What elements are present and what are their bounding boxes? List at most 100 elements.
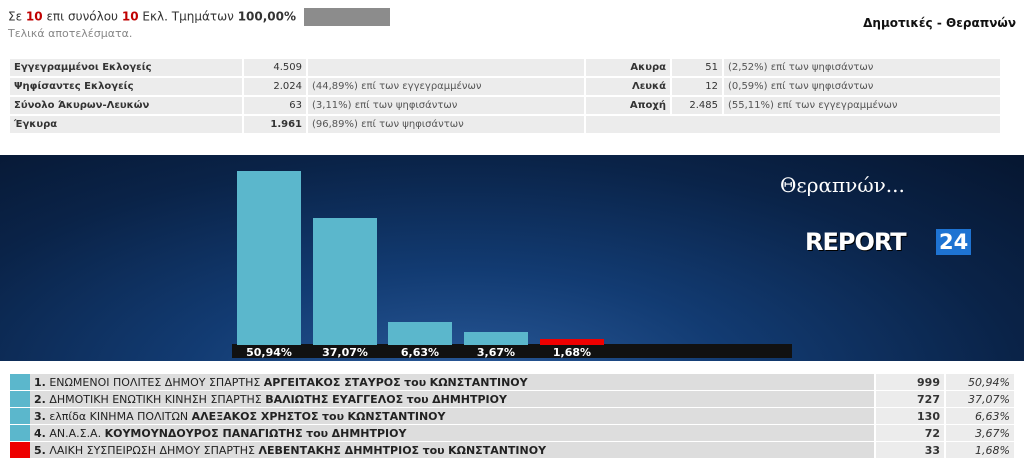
party-color-swatch [10,425,30,441]
stat-empty [586,116,1000,133]
party-name: ΔΗΜΟΤΙΚΗ ΕΝΩΤΙΚΗ ΚΙΝΗΣΗ ΣΠΑΡΤΗΣ [49,392,262,406]
stat-desc: (96,89%) επί των ψηφισάντων [308,116,584,133]
result-row: 4. ΑΝ.Α.Σ.Α. ΚΟΥΜΟΥΝΔΟΥΡΟΣ ΠΑΝΑΓΙΩΤΗΣ το… [10,425,1014,441]
party-color-swatch [10,391,30,407]
logo-word: REPORT [805,228,907,256]
vote-percent: 6,63% [944,408,1014,424]
counted-sections: 10 [25,9,43,24]
candidate-cell: 1. ΕΝΩΜΕΝΟΙ ΠΟΛΙΤΕΣ ΔΗΜΟΥ ΣΠΑΡΤΗΣ ΑΡΓΕΙΤ… [30,374,874,390]
stat-label: Έγκυρα [10,116,242,133]
vote-percent: 37,07% [944,391,1014,407]
father-name: ΔΗΜΗΤΡΙΟΥ [331,426,407,440]
vote-count: 727 [874,391,944,407]
result-row: 1. ΕΝΩΜΕΝΟΙ ΠΟΛΙΤΕΣ ΔΗΜΟΥ ΣΠΑΡΤΗΣ ΑΡΓΕΙΤ… [10,374,1014,390]
stat-desc: (3,11%) επί των ψηφισάντων [308,97,584,114]
candidate-name: ΛΕΒΕΝΤΑΚΗΣ ΔΗΜΗΤΡΙΟΣ [258,443,420,457]
stat-label: Αποχή [586,97,670,114]
of-word: του [422,443,445,457]
progress-bar [303,8,390,26]
party-color-swatch [10,442,30,458]
candidate-cell: 5. ΛΑΙΚΗ ΣΥΣΠΕΙΡΩΣΗ ΔΗΜΟΥ ΣΠΑΡΤΗΣ ΛΕΒΕΝΤ… [30,442,874,458]
results-table: 1. ΕΝΩΜΕΝΟΙ ΠΟΛΙΤΕΣ ΔΗΜΟΥ ΣΠΑΡΤΗΣ ΑΡΓΕΙΤ… [10,373,1014,459]
logo-number: 24 [936,229,972,255]
vote-percent: 3,67% [944,425,1014,441]
rank: 2. [34,392,46,406]
candidate-name: ΑΛΕΞΑΚΟΣ ΧΡΗΣΤΟΣ [191,409,319,423]
vote-count: 72 [874,425,944,441]
rank: 1. [34,375,46,389]
bar-percent-label: 3,67% [476,346,516,359]
stats-row: Σύνολο Άκυρων-Λευκών 63 (3,11%) επί των … [10,97,1000,114]
rank: 3. [34,409,46,423]
chart-bar [313,218,377,345]
vote-percent: 1,68% [944,442,1014,458]
result-row: 5. ΛΑΙΚΗ ΣΥΣΠΕΙΡΩΣΗ ΔΗΜΟΥ ΣΠΑΡΤΗΣ ΛΕΒΕΝΤ… [10,442,1014,458]
party-name: ελπίδα ΚΙΝΗΜΑ ΠΟΛΙΤΩΝ [49,409,189,423]
stats-row: Έγκυρα 1.961 (96,89%) επί των ψηφισάντων [10,116,1000,133]
counted-percent: 100,00% [237,9,297,24]
of-word: του [306,426,329,440]
final-results-note: Τελικά αποτελέσματα. [8,27,133,40]
total-sections: 10 [121,9,139,24]
chart-bar [464,332,528,345]
of-word: του [406,392,429,406]
candidate-cell: 4. ΑΝ.Α.Σ.Α. ΚΟΥΜΟΥΝΔΟΥΡΟΣ ΠΑΝΑΓΙΩΤΗΣ το… [30,425,874,441]
status-suffix: Εκλ. Τμημάτων [142,9,234,24]
percent-strip [232,344,792,358]
bar-percent-label: 6,63% [400,346,440,359]
candidate-name: ΑΡΓΕΙΤΑΚΟΣ ΣΤΑΥΡΟΣ [263,375,401,389]
status-prefix: Σε [8,9,23,24]
stats-row: Εγγεγραμμένοι Εκλογείς 4.509 Ακυρα 51 (2… [10,59,1000,76]
stats-table: Εγγεγραμμένοι Εκλογείς 4.509 Ακυρα 51 (2… [8,57,1002,135]
stat-value: 2.485 [672,97,722,114]
bar-percent-label: 37,07% [322,346,368,359]
party-name: ΕΝΩΜΕΝΟΙ ΠΟΛΙΤΕΣ ΔΗΜΟΥ ΣΠΑΡΤΗΣ [49,375,261,389]
page-title: Δημοτικές - Θεραπνών [863,16,1016,30]
vote-count: 999 [874,374,944,390]
candidate-name: ΒΑΛΙΩΤΗΣ ΕΥΑΓΓΕΛΟΣ [265,392,404,406]
stat-desc: (2,52%) επί των ψηφισάντων [724,59,1000,76]
rank: 4. [34,426,46,440]
bar-percent-label: 50,94% [246,346,292,359]
stat-value: 63 [244,97,306,114]
father-name: ΚΩΝΣΤΑΝΤΙΝΟΥ [429,375,528,389]
party-color-swatch [10,408,30,424]
stat-value: 4.509 [244,59,306,76]
stat-label: Σύνολο Άκυρων-Λευκών [10,97,242,114]
father-name: ΚΩΝΣΤΑΝΤΙΝΟΥ [448,443,547,457]
stat-label: Ψηφίσαντες Εκλογείς [10,78,242,95]
counting-status: Σε 10 επι συνόλου 10 Εκλ. Τμημάτων 100,0… [8,8,390,26]
party-name: ΛΑΙΚΗ ΣΥΣΠΕΙΡΩΣΗ ΔΗΜΟΥ ΣΠΑΡΤΗΣ [49,443,255,457]
stat-desc: (0,59%) επί των ψηφισάντων [724,78,1000,95]
report24-logo: REPORT 24 [805,228,985,256]
stat-value: 2.024 [244,78,306,95]
vote-percent: 50,94% [944,374,1014,390]
result-row: 3. ελπίδα ΚΙΝΗΜΑ ΠΟΛΙΤΩΝ ΑΛΕΞΑΚΟΣ ΧΡΗΣΤΟ… [10,408,1014,424]
chart-bar [540,339,604,345]
stat-label: Λευκά [586,78,670,95]
vote-count: 130 [874,408,944,424]
stat-desc: (44,89%) επί των εγγεγραμμένων [308,78,584,95]
party-name: ΑΝ.Α.Σ.Α. [49,426,102,440]
stat-desc [308,59,584,76]
stats-row: Ψηφίσαντες Εκλογείς 2.024 (44,89%) επί τ… [10,78,1000,95]
chart-bar [237,171,301,345]
results-banner: Θεραπνών... REPORT 24 50,94% 37,07% 6,63% 3… [0,155,1024,361]
of-word: του [322,409,345,423]
status-middle: επι συνόλου [46,9,119,24]
stat-value: 51 [672,59,722,76]
candidate-cell: 2. ΔΗΜΟΤΙΚΗ ΕΝΩΤΙΚΗ ΚΙΝΗΣΗ ΣΠΑΡΤΗΣ ΒΑΛΙΩ… [30,391,874,407]
party-color-swatch [10,374,30,390]
vote-count: 33 [874,442,944,458]
candidate-name: ΚΟΥΜΟΥΝΔΟΥΡΟΣ ΠΑΝΑΓΙΩΤΗΣ [104,426,303,440]
result-row: 2. ΔΗΜΟΤΙΚΗ ΕΝΩΤΙΚΗ ΚΙΝΗΣΗ ΣΠΑΡΤΗΣ ΒΑΛΙΩ… [10,391,1014,407]
municipality-name: Θεραπνών... [780,173,905,197]
stat-label: Εγγεγραμμένοι Εκλογείς [10,59,242,76]
bar-percent-label: 1,68% [552,346,592,359]
father-name: ΔΗΜΗΤΡΙΟΥ [432,392,507,406]
chart-bar [388,322,452,345]
stat-label: Ακυρα [586,59,670,76]
of-word: του [404,375,427,389]
stat-value: 12 [672,78,722,95]
stat-value: 1.961 [244,116,306,133]
